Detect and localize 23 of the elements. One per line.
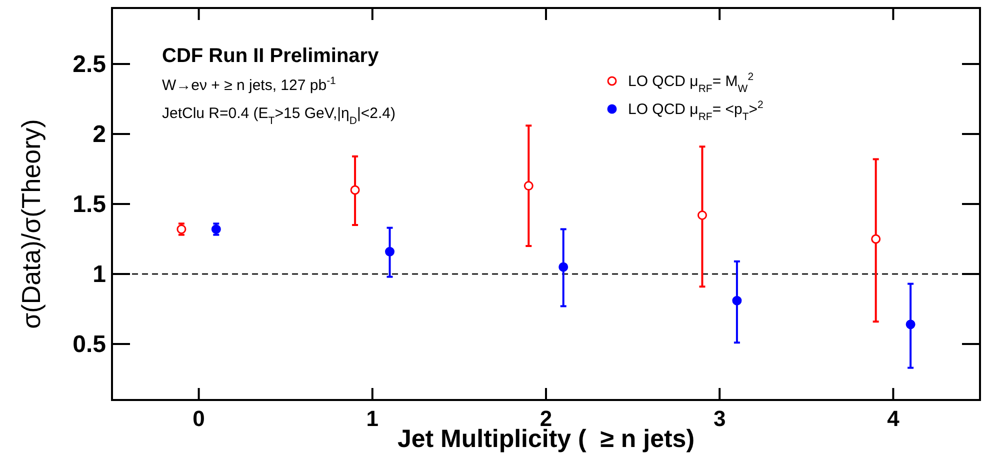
text: CDF Run II Preliminary xyxy=(162,45,380,67)
x-tick-label: 4 xyxy=(887,406,900,431)
point xyxy=(558,262,568,272)
annotation: JetClu R=0.4 (E$_{T}$>15 GeV,|η$_{D}$|<2.4) xyxy=(162,105,396,127)
legend-label: LO QCD μ$_{RF}$= <p$_{T}$>$^{2}$ xyxy=(628,99,764,123)
y-tick-label: 2 xyxy=(92,121,106,148)
point xyxy=(871,234,881,244)
y-tick-label: 2.5 xyxy=(72,51,106,78)
y-tick-label: 0.5 xyxy=(72,331,106,358)
point xyxy=(524,181,534,191)
y-tick-label: 1 xyxy=(92,261,106,288)
point xyxy=(732,296,742,306)
point xyxy=(350,185,360,195)
point xyxy=(385,246,395,256)
point xyxy=(697,210,707,220)
point xyxy=(906,320,916,330)
x-tick-label: 3 xyxy=(713,406,726,431)
y-axis-title: σ(Data)/σ(Theory) xyxy=(16,119,46,329)
x-tick-label: 1 xyxy=(366,406,379,431)
x-tick-label: 0 xyxy=(192,406,205,431)
y-tick-label: 1.5 xyxy=(72,191,106,218)
x-axis-title: Jet Multiplicity ( ≥ n jets) xyxy=(397,425,695,453)
annotation: W→eν + ≥ n jets, 127 pb$^{-1}$ xyxy=(162,75,336,94)
